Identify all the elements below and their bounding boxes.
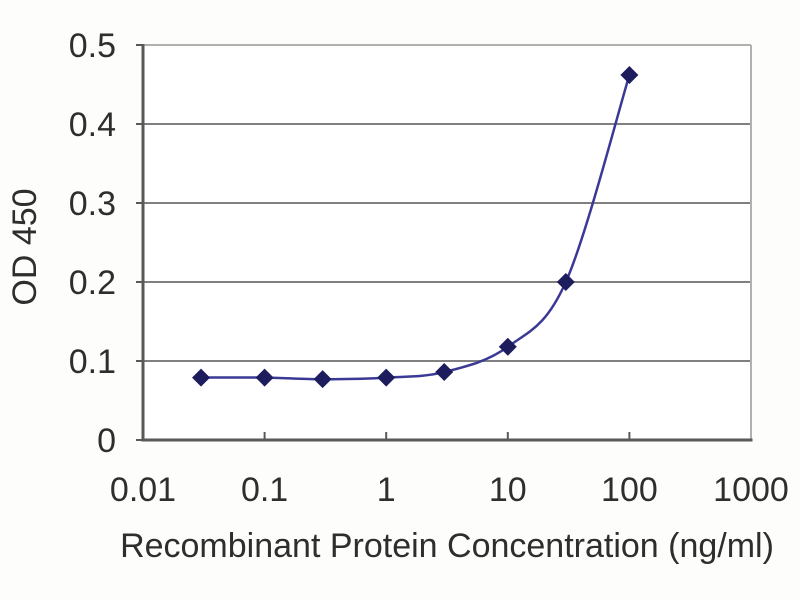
data-point-marker bbox=[556, 273, 575, 291]
data-point-marker bbox=[313, 370, 332, 389]
x-tick-label: 0.01 bbox=[110, 471, 176, 509]
y-tick-label: 0.3 bbox=[69, 185, 116, 223]
data-point-marker bbox=[435, 363, 454, 382]
x-tick-label: 1000 bbox=[713, 471, 789, 509]
y-tick-label: 0 bbox=[97, 422, 116, 460]
data-point-marker bbox=[255, 368, 274, 387]
y-tick-label: 0.5 bbox=[69, 27, 116, 65]
x-tick-label: 1 bbox=[377, 471, 396, 509]
data-point-marker bbox=[377, 368, 396, 387]
plot-background bbox=[143, 45, 751, 440]
chart-plot-area: 0 0.1 0.2 0.3 0.4 0.5 0.01 0.1 1 10 100 1000 bbox=[69, 27, 789, 509]
data-point-marker bbox=[192, 368, 211, 387]
x-tick-label: 10 bbox=[489, 471, 527, 509]
data-point-marker bbox=[620, 66, 639, 85]
x-axis-title: Recombinant Protein Concentration (ng/ml… bbox=[120, 527, 774, 565]
x-tick-label: 100 bbox=[601, 471, 658, 509]
y-tick-label: 0.2 bbox=[69, 264, 116, 302]
data-point-marker bbox=[498, 337, 517, 356]
y-tick-label: 0.4 bbox=[69, 106, 116, 144]
y-tick-label: 0.1 bbox=[69, 343, 116, 381]
x-tick-label: 0.1 bbox=[241, 471, 288, 509]
y-axis-title: OD 450 bbox=[6, 188, 44, 305]
